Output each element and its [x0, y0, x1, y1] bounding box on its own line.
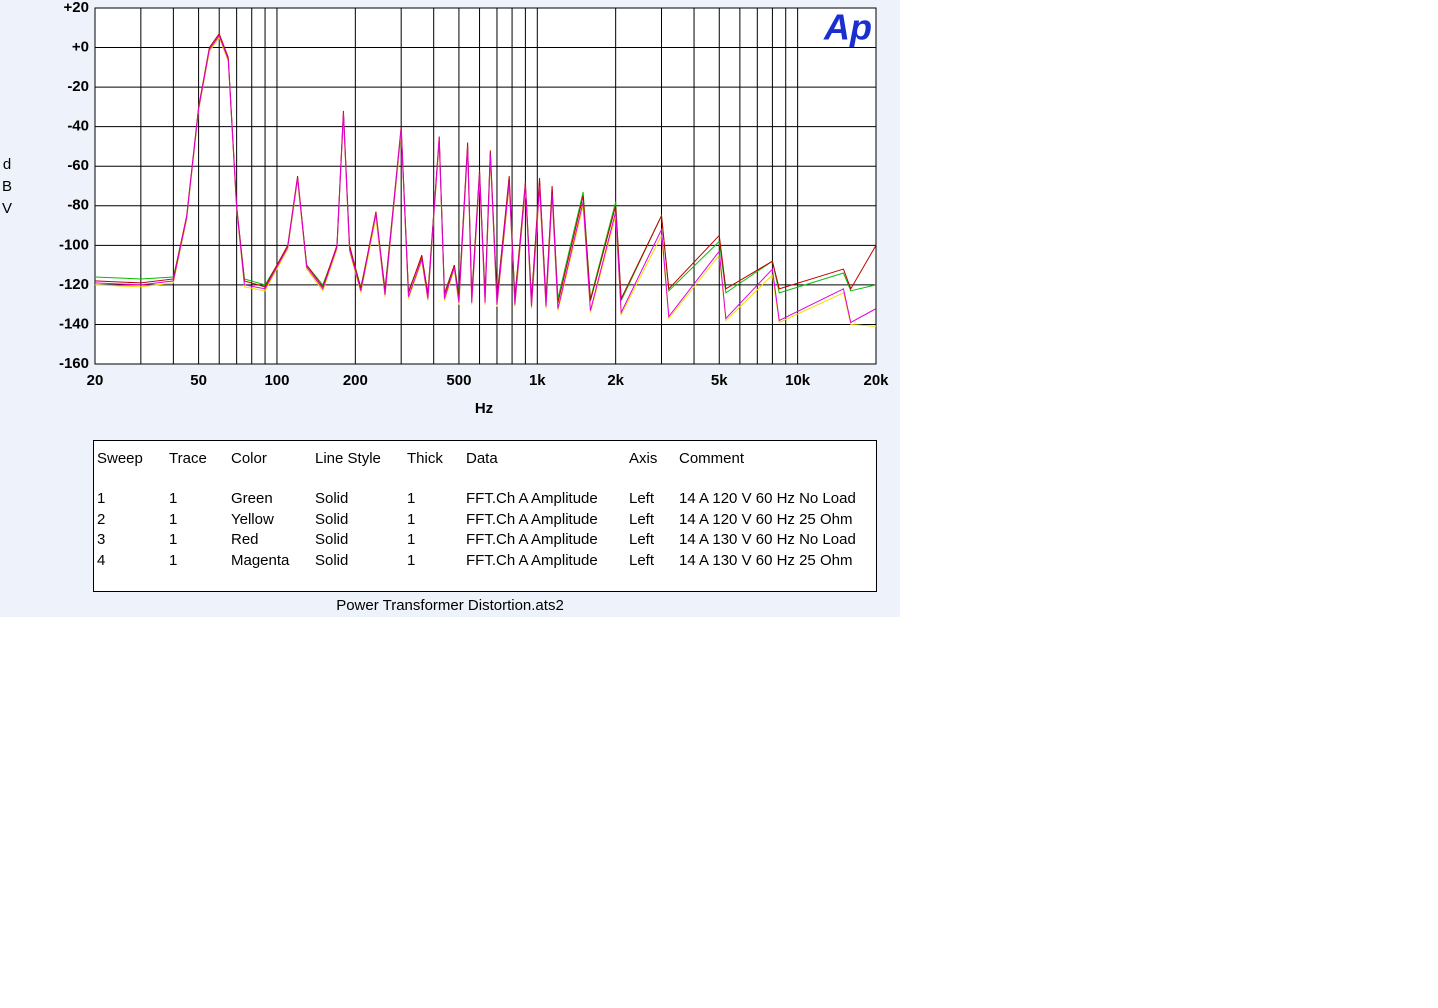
- plot-border: [94, 7, 877, 365]
- table-cell: FFT.Ch A Amplitude: [466, 551, 598, 569]
- table-header: Data: [466, 450, 498, 467]
- table-header: Axis: [629, 450, 658, 467]
- table-header: Thick: [407, 450, 443, 467]
- y-tick-label: +20: [64, 0, 89, 16]
- x-tick-label: 5k: [711, 372, 728, 389]
- table-cell: FFT.Ch A Amplitude: [466, 510, 598, 528]
- x-axis-label: Hz: [475, 400, 493, 417]
- table-cell: Green: [231, 490, 273, 507]
- y-tick-label: -100: [59, 236, 89, 253]
- table-cell: Left: [629, 510, 655, 528]
- plot-area: [95, 8, 876, 364]
- y-tick-label: -140: [59, 315, 89, 332]
- x-tick-label: 10k: [785, 372, 811, 389]
- x-tick-label: 2k: [607, 372, 624, 389]
- chart-panel: Ap Hz +20 +0 -20 -40 -60 -80 -100 -120 -140 -160 2…: [0, 0, 900, 617]
- legend-label: 14 A 120 V 60 Hz 25 Ohm: [679, 510, 853, 528]
- table-cell: Left: [629, 531, 655, 548]
- table-cell: 1: [407, 490, 416, 507]
- legend-label: 14 A 130 V 60 Hz 25 Ohm: [679, 551, 853, 569]
- table-cell: 2: [97, 510, 106, 528]
- table-header: Sweep: [97, 450, 143, 467]
- table-cell: Solid: [315, 490, 349, 507]
- table-cell: 1: [169, 531, 178, 548]
- x-tick-label: 20k: [863, 372, 889, 389]
- x-tick-label: 100: [264, 372, 289, 389]
- table-header: Trace: [169, 450, 207, 467]
- table-cell: Yellow: [231, 510, 274, 528]
- table-cell: Solid: [315, 531, 349, 548]
- table-cell: 1: [97, 490, 106, 507]
- legend-table: Sweep Trace Color Line Style Thick Data Axis Co…: [93, 440, 877, 592]
- y-tick-label: -20: [67, 78, 89, 95]
- trace-line: [95, 34, 876, 324]
- table-cell: 1: [407, 510, 416, 528]
- table-cell: 1: [407, 551, 416, 569]
- trace-line: [95, 32, 876, 303]
- table-cell: Solid: [315, 551, 349, 569]
- table-cell: 1: [169, 510, 178, 528]
- legend-label: 14 A 120 V 60 Hz No Load: [679, 490, 856, 507]
- y-tick-label: -60: [67, 157, 89, 174]
- legend-label: 14 A 130 V 60 Hz No Load: [679, 531, 856, 548]
- table-cell: FFT.Ch A Amplitude: [466, 531, 598, 548]
- x-tick-label: 200: [343, 372, 368, 389]
- table-cell: 1: [169, 551, 178, 569]
- table-cell: FFT.Ch A Amplitude: [466, 490, 598, 507]
- y-tick-label: -160: [59, 355, 89, 372]
- caption: Power Transformer Distortion.ats2: [336, 597, 564, 614]
- table-cell: Left: [629, 490, 655, 507]
- y-tick-label: -120: [59, 276, 89, 293]
- table-cell: 4: [97, 551, 106, 569]
- table-cell: 3: [97, 531, 106, 548]
- table-cell: Magenta: [231, 551, 290, 569]
- chart: Ap Hz +20+0-20-40-60-80-100-120-140-1602…: [59, 0, 889, 417]
- table-cell: Red: [231, 531, 259, 548]
- x-tick-label: 50: [190, 372, 207, 389]
- y-tick-label: -40: [67, 118, 89, 135]
- table-header: Color: [231, 450, 267, 467]
- table-header: Comment: [679, 450, 745, 467]
- table-cell: Left: [629, 551, 655, 569]
- table-cell: 1: [407, 531, 416, 548]
- x-tick-label: 1k: [529, 372, 546, 389]
- x-tick-label: 500: [446, 372, 471, 389]
- table-cell: Solid: [315, 510, 349, 528]
- logo: Ap: [823, 7, 872, 48]
- y-axis-label: dBV: [1, 156, 12, 217]
- table-cell: 1: [169, 490, 178, 507]
- y-tick-label: -80: [67, 197, 89, 214]
- x-tick-label: 20: [87, 372, 104, 389]
- y-tick-label: +0: [72, 39, 89, 56]
- table-header: Line Style: [315, 450, 381, 467]
